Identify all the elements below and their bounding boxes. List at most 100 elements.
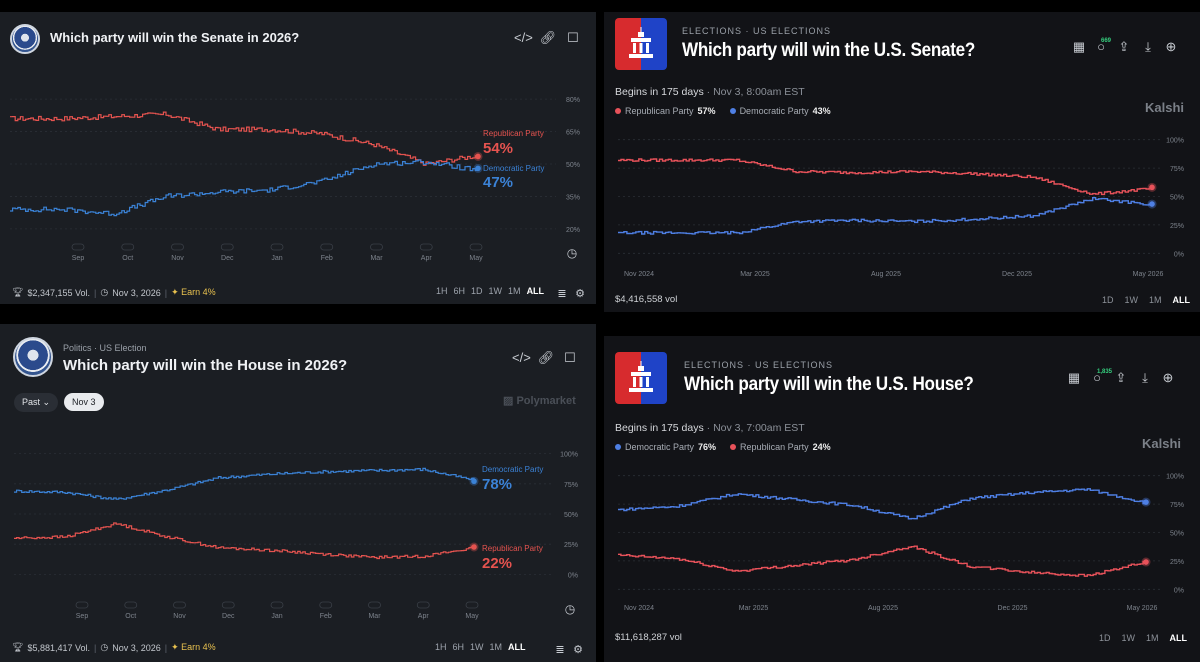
legend: Republican Party 57% Democratic Party 43… [615, 106, 831, 116]
download-icon[interactable]: ⤓ [1145, 39, 1151, 54]
market-title: Which party will win the Senate in 2026? [50, 30, 300, 45]
tf-all[interactable]: ALL [508, 642, 526, 652]
range-all[interactable]: ALL [1169, 633, 1188, 643]
clock-small-icon: ◷ [100, 287, 109, 297]
code-icon[interactable]: </> [514, 30, 533, 45]
code-icon[interactable]: </> [512, 350, 531, 365]
x-tick-label: Mar 2025 [740, 271, 770, 278]
x-tick-label: May [469, 255, 483, 262]
x-tick-label: Mar [368, 613, 381, 620]
comment-count: 669 [1101, 38, 1112, 44]
tf-all[interactable]: ALL [526, 286, 545, 296]
range-1w[interactable]: 1W [1124, 295, 1139, 305]
range-1w[interactable]: 1W [1121, 633, 1136, 643]
timeline-marker [270, 243, 284, 251]
tf-6h[interactable]: 6H [452, 642, 465, 652]
begins-label: Begins in 175 days [615, 422, 704, 434]
comment-count: 1,835 [1097, 369, 1113, 375]
tf-1m[interactable]: 1M [489, 642, 503, 652]
link-icon[interactable]: 🔗︎ [537, 350, 555, 365]
tf-6h[interactable]: 6H [453, 286, 466, 296]
dem-percent: 78% [482, 476, 513, 493]
clock-icon[interactable]: ◷ [564, 602, 576, 616]
volume: $4,416,558 vol [615, 294, 678, 305]
earn-label: Earn 4% [181, 287, 216, 297]
add-icon[interactable]: ⊕ [1162, 370, 1174, 385]
bookmark-icon[interactable]: ☐ [564, 350, 576, 365]
end-date: Nov 3, 2026 [112, 287, 161, 298]
series-line [618, 488, 1147, 520]
download-icon[interactable]: ⤓ [1142, 370, 1148, 385]
add-icon[interactable]: ⊕ [1165, 39, 1177, 54]
filter-icon[interactable]: ≣ [557, 288, 567, 300]
x-tick-label: Apr [418, 613, 430, 620]
bookmark-icon[interactable]: ☐ [567, 30, 579, 45]
chevron-down-icon: ⌄ [42, 397, 51, 407]
y-tick-label: 20% [566, 227, 580, 234]
senate-seal-logo [10, 24, 40, 54]
y-tick-label: 0% [1174, 587, 1184, 594]
tf-1h[interactable]: 1H [435, 642, 447, 652]
past-label: Past [22, 397, 41, 407]
polymarket-senate-panel: Which party will win the Senate in 2026?… [0, 12, 596, 304]
link-icon[interactable]: 🔗︎ [539, 30, 557, 45]
range-buttons: 1D 1W 1M ALL [1102, 295, 1190, 305]
y-tick-label: 25% [564, 542, 578, 549]
y-tick-label: 100% [1166, 138, 1184, 145]
settings-icon[interactable]: ⚙ [573, 644, 583, 656]
begins-detail: · Nov 3, 8:00am EST [706, 86, 805, 98]
legend-pct: 76% [698, 442, 717, 452]
y-tick-label: 50% [1170, 531, 1184, 538]
kalshi-brand: Kalshi [1145, 100, 1185, 115]
volume: $5,881,417 Vol. [27, 642, 90, 653]
breadcrumb-politics[interactable]: Politics [63, 343, 92, 353]
comment-icon[interactable]: ○ 669 [1092, 38, 1111, 56]
calendar-icon[interactable]: ▦ [1067, 370, 1081, 385]
past-filter-dropdown[interactable]: Past ⌄ [14, 393, 59, 412]
series-end-dot [1149, 184, 1155, 191]
settings-icon[interactable]: ⚙ [575, 288, 585, 300]
timeline-marker [416, 601, 430, 609]
share-icon[interactable]: ⇪ [1115, 370, 1127, 385]
y-tick-label: 80% [566, 97, 580, 104]
tf-1h[interactable]: 1H [436, 286, 448, 296]
filter-icon[interactable]: ≣ [555, 644, 565, 656]
capitol-logo [615, 352, 667, 404]
x-tick-label: Mar 2025 [739, 605, 769, 612]
range-1m[interactable]: 1M [1149, 295, 1162, 305]
x-tick-label: Nov [173, 613, 186, 620]
share-icon[interactable]: ⇪ [1118, 39, 1130, 54]
range-1d[interactable]: 1D [1102, 295, 1114, 305]
y-tick-label: 50% [566, 162, 580, 169]
tf-1m[interactable]: 1M [508, 286, 521, 296]
y-tick-label: 0% [1174, 251, 1184, 258]
range-all[interactable]: ALL [1172, 295, 1191, 305]
comment-icon[interactable]: ○ 1,835 [1088, 369, 1112, 387]
tf-1w[interactable]: 1W [488, 286, 503, 296]
capitol-logo [615, 18, 667, 70]
earn-badge[interactable]: ✦ Earn 4% [171, 287, 216, 298]
tf-1w[interactable]: 1W [470, 642, 484, 652]
x-tick-label: Dec 2025 [1002, 271, 1032, 278]
timeline-marker [221, 601, 235, 609]
legend-name: Republican Party [740, 442, 809, 452]
series-line [618, 158, 1153, 196]
trophy-icon: 🏆︎ [12, 642, 24, 652]
end-date: Nov 3, 2026 [112, 642, 161, 653]
calendar-icon[interactable]: ▦ [1072, 39, 1086, 54]
x-tick-label: Dec [221, 255, 234, 262]
clock-icon[interactable]: ◷ [566, 246, 578, 260]
earn-badge[interactable]: ✦ Earn 4% [171, 642, 216, 653]
y-tick-label: 65% [566, 130, 580, 137]
date-filter-chip[interactable]: Nov 3 [64, 393, 104, 411]
x-tick-label: Dec [222, 613, 235, 620]
legend-item-rep: Republican Party 24% [730, 442, 831, 452]
range-1m[interactable]: 1M [1146, 633, 1159, 643]
legend-item-rep: Republican Party 57% [615, 106, 716, 116]
earn-icon: ✦ [171, 287, 179, 297]
range-1d[interactable]: 1D [1099, 633, 1111, 643]
timeline-marker [419, 243, 433, 251]
breadcrumb-us-election[interactable]: US Election [99, 343, 147, 353]
tf-1d[interactable]: 1D [471, 286, 483, 296]
price-chart: 80% 65% 50% 35% 20% Sep Oct Nov Dec Jan Feb Mar Apr M… [10, 97, 580, 262]
